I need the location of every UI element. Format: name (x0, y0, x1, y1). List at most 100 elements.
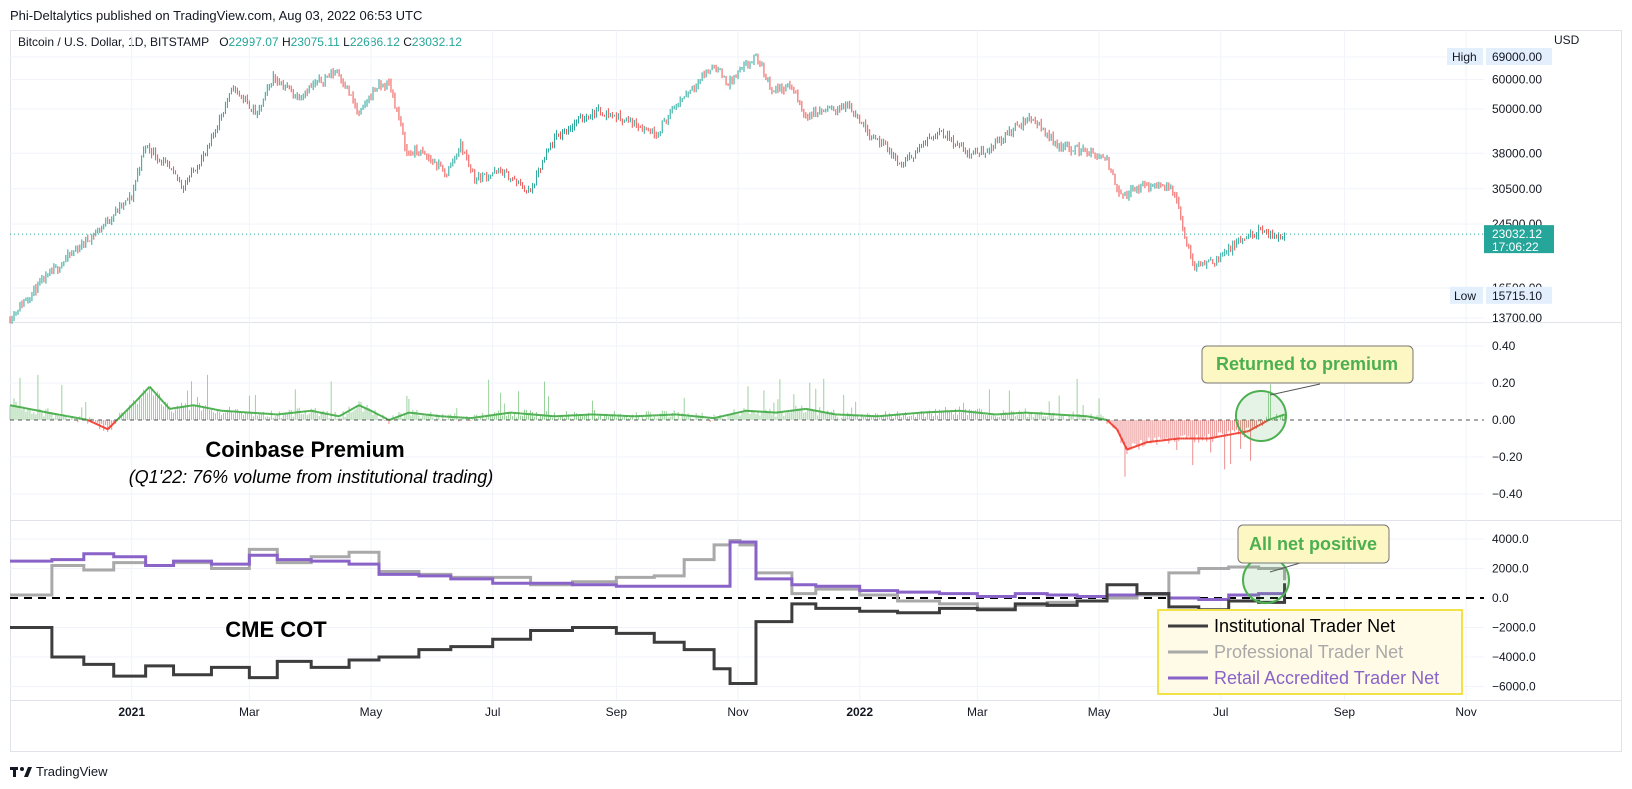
premium-line-segment (89, 420, 93, 423)
cot-annotation-box (1237, 524, 1390, 564)
last-price-value: 23032.12 (1492, 227, 1542, 241)
premium-axis-label: 0.00 (1492, 413, 1516, 427)
price-axis-label: 38000.00 (1492, 146, 1542, 160)
premium-line-segment (1256, 424, 1260, 428)
premium-line-segment (126, 406, 131, 411)
premium-line-segment (1248, 429, 1252, 432)
cot-callout-pointer (1269, 562, 1301, 573)
premium-line-segment (111, 422, 115, 426)
premium-line-segment (390, 417, 394, 421)
high-marker-badge (1447, 48, 1483, 65)
currency-label: USD (1554, 33, 1580, 47)
low-value-badge (1486, 286, 1552, 304)
time-axis-label: Jul (1213, 705, 1228, 719)
premium-line-segment (1112, 424, 1116, 429)
tradingview-logo-icon (10, 766, 32, 777)
high-marker-value: 69000.00 (1492, 50, 1542, 64)
premium-line-segment (1264, 420, 1268, 424)
cot-series-retail-accredited-trader-net (10, 540, 1285, 601)
premium-line-segment (113, 420, 117, 425)
premium-annotation-text: Returned to premium (1216, 354, 1398, 374)
premium-line-segment (1128, 447, 1132, 450)
low-value: 22686.12 (349, 35, 400, 49)
premium-line-segment (1144, 441, 1148, 444)
price-axis-label: 50000.00 (1492, 102, 1542, 116)
cot-legend-label: Institutional Trader Net (1214, 616, 1395, 636)
premium-line-segment (160, 399, 165, 403)
premium-line-segment (99, 424, 103, 428)
premium-line-segment (1134, 444, 1138, 448)
premium-axis-label: −0.20 (1492, 450, 1523, 464)
premium-line-segment (152, 390, 157, 395)
premium-line-segment (362, 406, 366, 409)
time-axis-label: Jul (485, 705, 500, 719)
premium-title: Coinbase Premium (205, 437, 404, 462)
time-axis-label: Sep (1334, 705, 1356, 719)
cot-axis-label: −2000.0 (1492, 621, 1536, 635)
premium-line-segment (140, 392, 145, 396)
time-axis-label: May (360, 705, 383, 719)
premium-line-segment (1282, 413, 1285, 417)
premium-line-segment (382, 416, 386, 419)
premium-line-segment (154, 392, 159, 397)
symbol-name[interactable]: Bitcoin / U.S. Dollar, 1D, BITSTAMP (18, 35, 210, 49)
low-marker-label: Low (1454, 289, 1476, 303)
premium-line-segment (1126, 447, 1130, 451)
premium-line-segment (402, 413, 406, 416)
premium-line-segment (374, 411, 378, 415)
price-axis-label: 13700.00 (1492, 311, 1542, 325)
premium-line-segment (372, 410, 376, 414)
premium-line-segment (162, 401, 167, 406)
premium-line-segment (1136, 444, 1140, 447)
premium-axis-label: 0.20 (1492, 376, 1516, 390)
premium-line-segment (1118, 432, 1122, 438)
premium-line-segment (1130, 446, 1134, 450)
premium-line-segment (354, 405, 358, 409)
premium-line-segment (352, 406, 356, 410)
symbol-legend: Bitcoin / U.S. Dollar, 1D, BITSTAMP O229… (18, 35, 462, 49)
time-axis-label: 2021 (118, 705, 145, 719)
cot-axis-label: 2000.0 (1492, 562, 1529, 576)
time-axis-label: Mar (967, 705, 988, 719)
close-label: C (403, 35, 412, 49)
open-label: O (219, 35, 229, 49)
time-axis-label: Sep (606, 705, 628, 719)
premium-line-segment (370, 409, 374, 413)
high-value-badge (1486, 48, 1552, 65)
cot-axis-label: −4000.0 (1492, 650, 1536, 664)
premium-callout-pointer (1269, 383, 1321, 396)
price-axis-label: 60000.00 (1492, 73, 1542, 87)
premium-line-segment (360, 405, 364, 408)
premium-line-segment (148, 386, 153, 390)
cot-legend-box (1157, 609, 1463, 695)
cot-legend-label: Professional Trader Net (1214, 642, 1403, 662)
premium-line-segment (120, 412, 125, 417)
premium-line-segment (344, 410, 348, 414)
premium-line-segment (400, 413, 404, 417)
footer-brand[interactable]: TradingView (10, 764, 108, 779)
premium-line-segment (1252, 426, 1256, 430)
premium-line-segment (91, 420, 95, 424)
premium-subtitle: (Q1'22: 76% volume from institutional tr… (129, 467, 494, 487)
publisher-line: Phi-Deltalytics published on TradingView… (10, 8, 423, 23)
premium-line-segment (1116, 428, 1120, 434)
premium-line-segment (376, 412, 380, 416)
premium-line-segment (1114, 426, 1118, 430)
cot-axis-label: −6000.0 (1492, 680, 1536, 694)
time-axis-label: Nov (1455, 705, 1476, 719)
premium-line-segment (1278, 414, 1281, 418)
cot-axis-label: 4000.0 (1492, 532, 1529, 546)
high-marker-label: High (1452, 50, 1477, 64)
premium-line-segment (384, 417, 388, 420)
premium-line-segment (368, 408, 372, 412)
premium-line-segment (158, 397, 163, 401)
premium-line-segment (136, 396, 141, 401)
premium-line-segment (1108, 421, 1112, 425)
premium-line-segment (364, 407, 368, 410)
premium-line-segment (1254, 425, 1258, 429)
premium-highlight-circle (1235, 390, 1287, 442)
low-marker-value: 15715.10 (1492, 289, 1542, 303)
cot-title: CME COT (225, 617, 327, 642)
premium-line-segment (1138, 443, 1142, 447)
